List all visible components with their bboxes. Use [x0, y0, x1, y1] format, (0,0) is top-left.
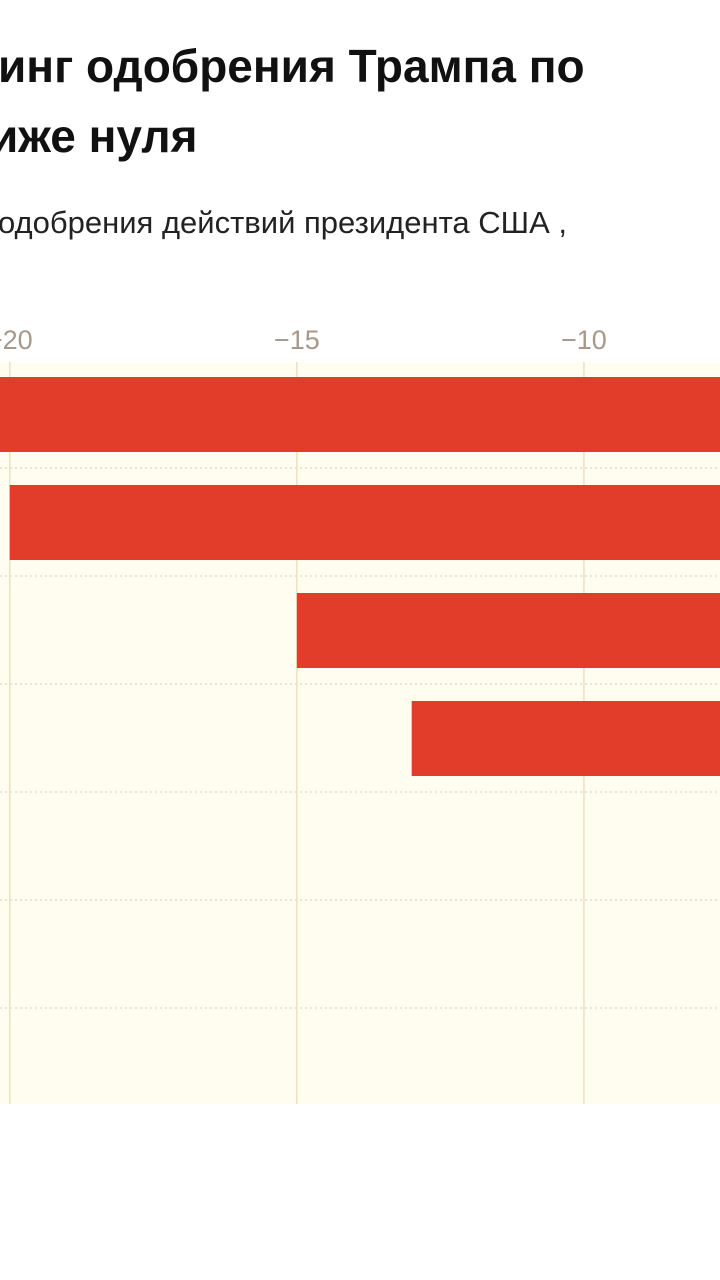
bar — [296, 593, 720, 668]
bar — [0, 377, 720, 452]
bar — [411, 701, 720, 776]
chart-title: иже нуля — [0, 110, 197, 162]
bar — [9, 485, 720, 560]
x-tick-label: −15 — [274, 325, 320, 355]
x-tick-label: −20 — [0, 325, 33, 355]
chart-title: инг одобрения Трампа по — [0, 40, 585, 92]
chart-subtitle: одобрения действий президента США , — [0, 205, 567, 240]
x-tick-label: −10 — [561, 325, 607, 355]
